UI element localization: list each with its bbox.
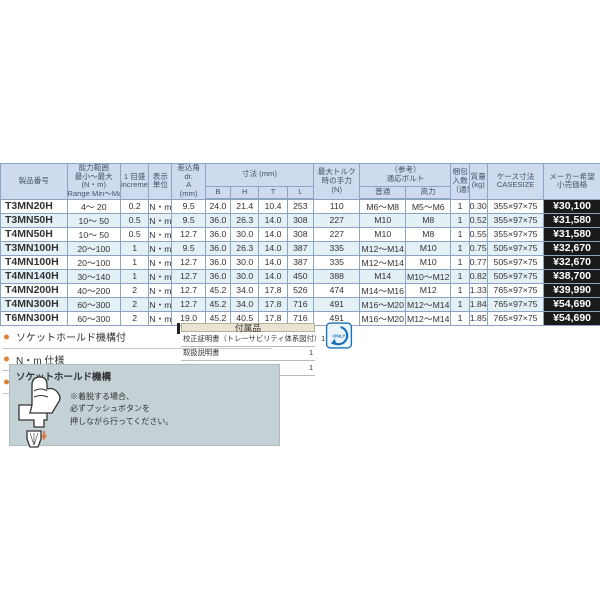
- svg-text:ONLY: ONLY: [332, 333, 346, 339]
